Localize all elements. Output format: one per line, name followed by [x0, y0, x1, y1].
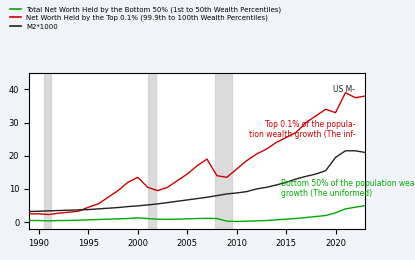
Bar [44, 73, 51, 229]
Bar [148, 73, 156, 229]
Text: Bottom 50% of the population wealth
growth (The uniformed): Bottom 50% of the population wealth grow… [281, 179, 415, 198]
Text: Top 0.1% of the popula-
tion wealth growth (The inf-: Top 0.1% of the popula- tion wealth grow… [249, 120, 355, 139]
Text: US M-: US M- [333, 85, 355, 94]
Legend: Total Net Worth Held by the Bottom 50% (1st to 50th Wealth Percentiles), Net Wor: Total Net Worth Held by the Bottom 50% (… [7, 3, 284, 32]
Bar [215, 73, 232, 229]
